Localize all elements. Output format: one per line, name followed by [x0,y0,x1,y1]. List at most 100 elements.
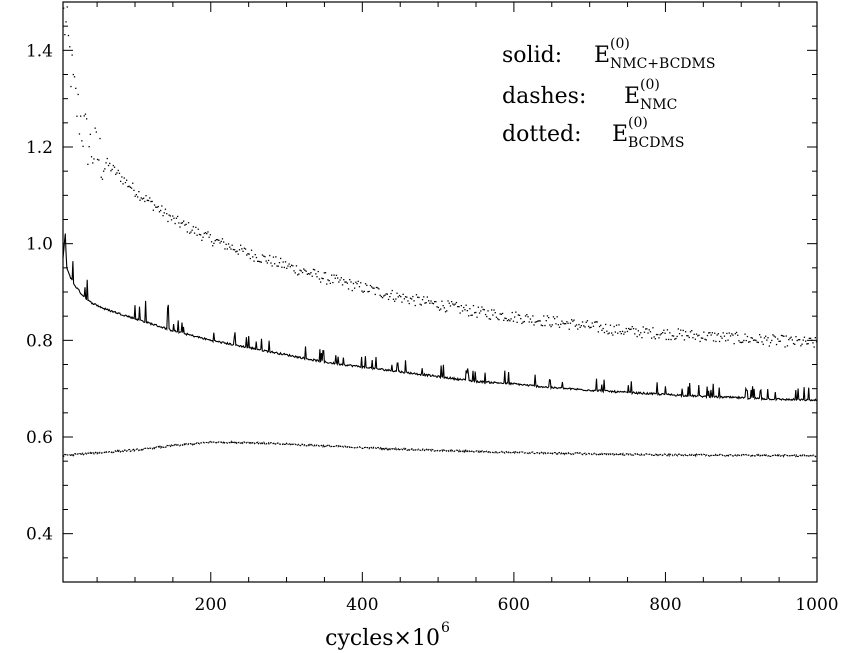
y-tick-label: 1.0 [26,235,53,255]
data-point [190,231,192,233]
data-point [668,338,670,341]
data-point [249,257,251,260]
data-point [444,311,447,313]
data-point [209,234,211,236]
data-point [344,281,346,283]
data-point [338,281,340,283]
data-point [653,336,655,338]
legend-subscript: NMC [640,97,677,113]
data-point [775,343,778,346]
data-point [602,327,604,330]
data-point [137,196,139,198]
data-point [699,340,701,343]
data-point [532,315,534,317]
data-point [575,324,578,326]
data-point [698,334,700,336]
data-point [614,331,616,333]
data-point [521,322,523,325]
data-point [621,330,624,333]
data-point [402,293,404,295]
data-point [168,214,170,216]
data-point [214,240,216,242]
data-point [95,131,97,133]
data-point [403,298,405,300]
data-point [688,336,690,339]
data-point [212,245,214,247]
data-point [220,240,222,243]
data-point [607,333,609,335]
data-point [720,335,722,338]
data-point [695,333,698,335]
data-point [744,333,746,335]
data-point [226,248,228,250]
data-point [746,335,749,338]
data-point [596,321,598,323]
data-point [442,305,444,307]
data-point [156,206,158,208]
data-point [248,253,250,255]
data-point [69,46,71,48]
data-point [300,270,302,272]
data-point [801,343,803,345]
data-point [89,133,91,135]
data-point [511,311,513,314]
data-point [692,337,694,339]
data-point [106,157,108,160]
data-point [378,288,380,290]
data-point [799,339,801,341]
legend-symbol: E [624,84,640,109]
data-point [197,228,199,230]
data-point [92,162,94,164]
data-point [255,256,258,259]
data-point [541,325,544,327]
data-point [461,310,464,312]
data-point [169,215,171,217]
data-point [745,339,747,342]
data-point [307,273,310,275]
data-point [487,310,489,312]
data-point [472,305,475,307]
data-point [369,284,372,287]
data-point [306,273,308,275]
data-point [579,326,581,328]
data-point [314,269,316,271]
data-point [297,274,299,276]
data-point [261,254,264,256]
data-point [726,332,728,335]
data-point [555,323,557,325]
data-point [512,320,515,322]
data-point [257,260,259,262]
data-point [717,333,719,335]
data-point [600,324,602,326]
data-point [400,296,402,298]
data-point [619,331,621,333]
data-point [732,334,734,336]
data-point [611,332,613,334]
data-point [524,315,527,317]
data-point [539,320,541,322]
legend-superscript: (0) [640,77,660,93]
data-point [632,328,635,330]
data-point [372,287,374,289]
data-point [236,250,238,252]
data-point [272,256,275,258]
data-point [345,281,347,283]
data-point [617,332,619,334]
data-point [82,145,84,147]
x-tick-label: 800 [649,595,681,615]
data-point [112,164,114,167]
data-point [389,296,391,298]
data-point [311,275,313,277]
data-point [397,296,399,298]
data-point [529,318,532,320]
data-point [436,306,438,308]
data-point [777,338,779,340]
data-point [187,222,190,224]
data-point [460,305,462,307]
data-point [395,298,397,300]
data-point [207,231,209,233]
data-point [700,337,703,339]
data-point [803,336,806,338]
data-point [578,323,580,326]
